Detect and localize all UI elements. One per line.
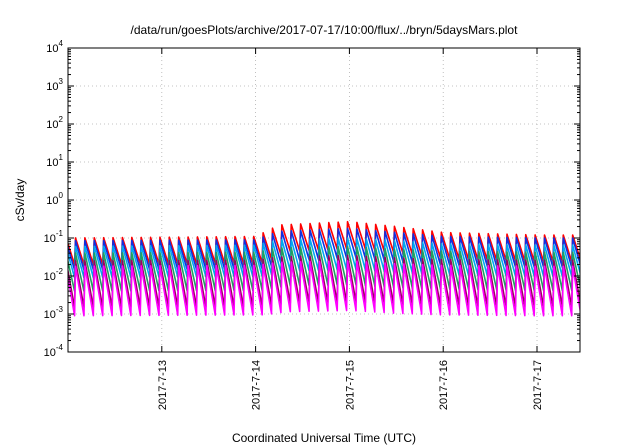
- axis-ticks: 10-4 10-3 10-2 10-1 100 101 102 103 104 2017-7-13…: [44, 39, 580, 410]
- x-tick-label: 2017-7-16: [438, 360, 450, 410]
- y-tick-label: 10-4: [44, 343, 64, 359]
- series-line-2: [68, 227, 580, 271]
- x-tick-label: 2017-7-14: [251, 360, 263, 410]
- series-line-4: [68, 245, 580, 292]
- y-tick-label: 10-3: [44, 305, 64, 321]
- series-line-5: [68, 254, 580, 309]
- y-tick-label: 102: [46, 115, 63, 131]
- series-line-1: [68, 220, 580, 266]
- y-tick-label: 101: [46, 153, 63, 169]
- plot-frame: [67, 47, 581, 353]
- chart-title: /data/run/goesPlots/archive/2017-07-17/1…: [131, 23, 519, 37]
- y-tick-label: 10-2: [44, 267, 64, 283]
- y-tick-label: 10-1: [44, 229, 64, 245]
- series-line-6: [68, 260, 580, 317]
- x-tick-label: 2017-7-15: [344, 360, 356, 410]
- y-tick-label: 100: [46, 191, 63, 207]
- y-axis-label: cSv/day: [13, 179, 27, 222]
- series-lines: [68, 220, 580, 317]
- y-tick-label: 104: [46, 39, 63, 55]
- y-tick-label: 103: [46, 77, 63, 93]
- x-tick-label: 2017-7-17: [532, 360, 544, 410]
- x-axis-label: Coordinated Universal Time (UTC): [232, 431, 416, 445]
- x-tick-label: 2017-7-13: [157, 360, 169, 410]
- series-line-3: [68, 237, 580, 279]
